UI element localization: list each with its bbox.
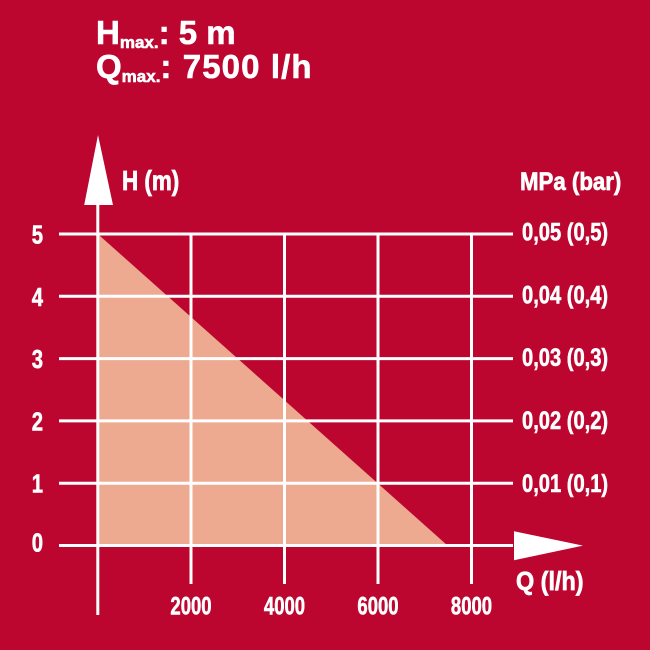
svg-text:0: 0	[32, 528, 43, 557]
svg-text:4000: 4000	[264, 592, 305, 620]
svg-text:1: 1	[32, 469, 43, 498]
svg-text:Hmax.: 5 m: Hmax.: 5 m	[96, 14, 236, 52]
svg-text:0,01 (0,1): 0,01 (0,1)	[522, 469, 608, 498]
svg-text:6000: 6000	[357, 592, 398, 620]
svg-text:3: 3	[32, 345, 43, 374]
svg-text:MPa (bar): MPa (bar)	[520, 169, 621, 196]
svg-text:8000: 8000	[451, 592, 492, 620]
svg-text:Q (l/h): Q (l/h)	[516, 568, 584, 596]
svg-text:0,03 (0,3): 0,03 (0,3)	[522, 343, 608, 372]
svg-text:4: 4	[32, 282, 43, 311]
svg-text:0,02 (0,2): 0,02 (0,2)	[522, 406, 608, 435]
svg-text:2: 2	[32, 407, 43, 436]
svg-text:0,04 (0,4): 0,04 (0,4)	[522, 280, 608, 309]
svg-text:0,05 (0,5): 0,05 (0,5)	[522, 217, 608, 246]
svg-text:5: 5	[32, 220, 43, 249]
svg-text:Qmax.: 7500 l/h: Qmax.: 7500 l/h	[96, 48, 313, 86]
svg-text:2000: 2000	[170, 592, 211, 620]
svg-text:H (m): H (m)	[122, 166, 179, 197]
